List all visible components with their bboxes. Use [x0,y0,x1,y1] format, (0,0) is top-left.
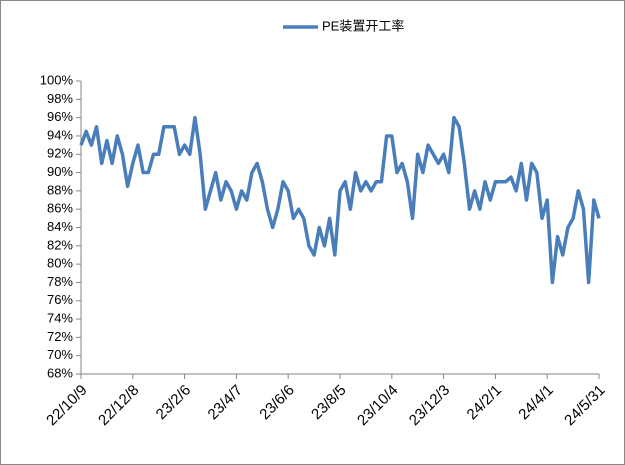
y-tick-label: 94% [47,127,73,142]
y-tick-label: 76% [47,292,73,307]
y-tick-label: 96% [47,109,73,124]
y-tick-label: 74% [47,311,73,326]
y-tick-label: 80% [47,256,73,271]
legend-label: PE装置开工率 [322,18,404,33]
y-tick-label: 78% [47,274,73,289]
y-tick-label: 68% [47,365,73,380]
y-tick-label: 88% [47,182,73,197]
y-tick-label: 70% [47,347,73,362]
y-tick-label: 98% [47,91,73,106]
y-tick-label: 100% [40,72,74,87]
y-tick-label: 82% [47,237,73,252]
y-tick-label: 90% [47,164,73,179]
line-series [79,115,601,285]
y-tick-label: 86% [47,201,73,216]
y-tick-label: 84% [47,219,73,234]
y-tick-label: 72% [47,329,73,344]
y-tick-label: 92% [47,146,73,161]
